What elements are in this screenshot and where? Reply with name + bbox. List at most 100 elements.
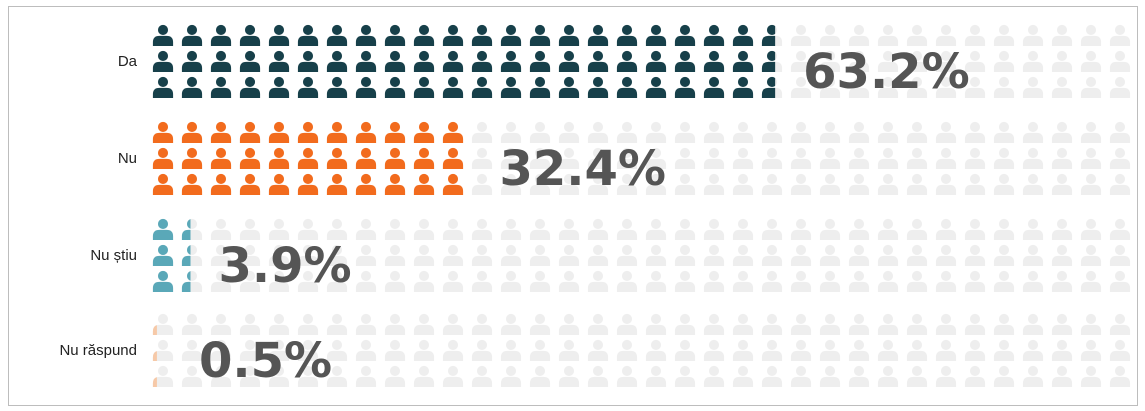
background-person-icon [674, 313, 696, 335]
background-person-icon [558, 244, 580, 266]
background-person-icon [471, 173, 493, 195]
person-icon-nu [326, 147, 348, 169]
background-person-icon [703, 147, 725, 169]
background-person-icon [645, 365, 667, 387]
person-icon-da [297, 24, 319, 46]
pictograph-chart: Da 63.2% Nu 32.4% Nu știu 3.9% Nu răspund 0.5% [59, 24, 1131, 389]
background-person-icon [181, 313, 203, 335]
background-person-icon [993, 313, 1015, 335]
background-person-icon [1109, 270, 1131, 292]
person-icon-da [239, 76, 261, 98]
person-icon-da [384, 76, 406, 98]
background-person-icon [877, 313, 899, 335]
background-person-icon [993, 76, 1015, 98]
background-person-icon [877, 147, 899, 169]
person-icon-da [384, 24, 406, 46]
background-person-icon [1051, 339, 1073, 361]
background-person-icon [761, 244, 783, 266]
background-person-icon [355, 313, 377, 335]
person-icon-nu [152, 121, 174, 143]
background-person-icon [761, 173, 783, 195]
background-person-icon [1022, 147, 1044, 169]
chart-frame: Da 63.2% Nu 32.4% Nu știu 3.9% Nu răspund 0.5% [8, 6, 1138, 406]
background-person-icon [529, 244, 551, 266]
background-person-icon [1109, 218, 1131, 240]
background-person-icon [877, 270, 899, 292]
background-person-icon [1051, 24, 1073, 46]
background-person-icon [732, 147, 754, 169]
background-person-icon [529, 270, 551, 292]
background-person-icon [529, 339, 551, 361]
background-person-icon [964, 244, 986, 266]
person-icon-da [326, 50, 348, 72]
person-icon-nu [297, 121, 319, 143]
background-person-icon [790, 121, 812, 143]
background-person-icon [413, 244, 435, 266]
background-person-icon [326, 218, 348, 240]
background-person-icon [558, 313, 580, 335]
background-person-icon [819, 24, 841, 46]
background-person-icon [1051, 313, 1073, 335]
bar-nu-stiu [152, 218, 191, 292]
background-person-icon [413, 313, 435, 335]
background-person-icon [210, 313, 232, 335]
bar-da [152, 24, 776, 98]
background-person-icon [471, 147, 493, 169]
background-person-icon [297, 218, 319, 240]
background-person-icon [848, 270, 870, 292]
person-icon-nu [442, 173, 464, 195]
background-person-icon [384, 218, 406, 240]
background-person-icon [384, 365, 406, 387]
person-icon-da [239, 50, 261, 72]
background-person-icon [442, 313, 464, 335]
background-person-icon [413, 218, 435, 240]
person-icon-da [558, 24, 580, 46]
background-person-icon [703, 121, 725, 143]
person-icon-da [239, 24, 261, 46]
background-person-icon [964, 365, 986, 387]
person-icon-nu [413, 147, 435, 169]
background-person-icon [500, 121, 522, 143]
value-label-nu: 32.4% [499, 141, 666, 197]
background-person-icon [413, 365, 435, 387]
person-icon-nu [181, 121, 203, 143]
background-person-icon [1109, 76, 1131, 98]
background-person-icon [645, 244, 667, 266]
background-person-icon [1051, 218, 1073, 240]
background-person-icon [239, 313, 261, 335]
background-person-icon [645, 270, 667, 292]
background-person-icon [1080, 270, 1102, 292]
person-icon-nu [297, 147, 319, 169]
background-person-icon [993, 147, 1015, 169]
background-person-icon [848, 121, 870, 143]
background-person-icon [848, 339, 870, 361]
row-nu: Nu 32.4% [118, 121, 1131, 197]
category-label-nu: Nu [118, 150, 137, 167]
person-icon-da [326, 24, 348, 46]
background-person-icon [384, 313, 406, 335]
background-person-icon [848, 218, 870, 240]
background-person-icon [964, 313, 986, 335]
background-person-icon [1022, 218, 1044, 240]
background-person-icon [616, 218, 638, 240]
background-person-icon [1051, 147, 1073, 169]
background-person-icon [964, 24, 986, 46]
person-icon-da [413, 24, 435, 46]
background-person-icon [790, 244, 812, 266]
background-person-icon [848, 24, 870, 46]
background-person-icon [703, 339, 725, 361]
background-person-icon [877, 24, 899, 46]
background-person-icon [1080, 76, 1102, 98]
background-person-icon [703, 244, 725, 266]
background-person-icon [819, 365, 841, 387]
category-label-nu-stiu: Nu știu [90, 247, 137, 264]
background-person-icon [1109, 121, 1131, 143]
value-label-nu-stiu: 3.9% [218, 238, 351, 294]
background-person-icon [906, 147, 928, 169]
background-person-icon [1022, 24, 1044, 46]
person-icon-da [384, 50, 406, 72]
background-person-icon [906, 244, 928, 266]
background-person-icon [964, 339, 986, 361]
background-person-icon [558, 121, 580, 143]
person-icon-da [442, 50, 464, 72]
